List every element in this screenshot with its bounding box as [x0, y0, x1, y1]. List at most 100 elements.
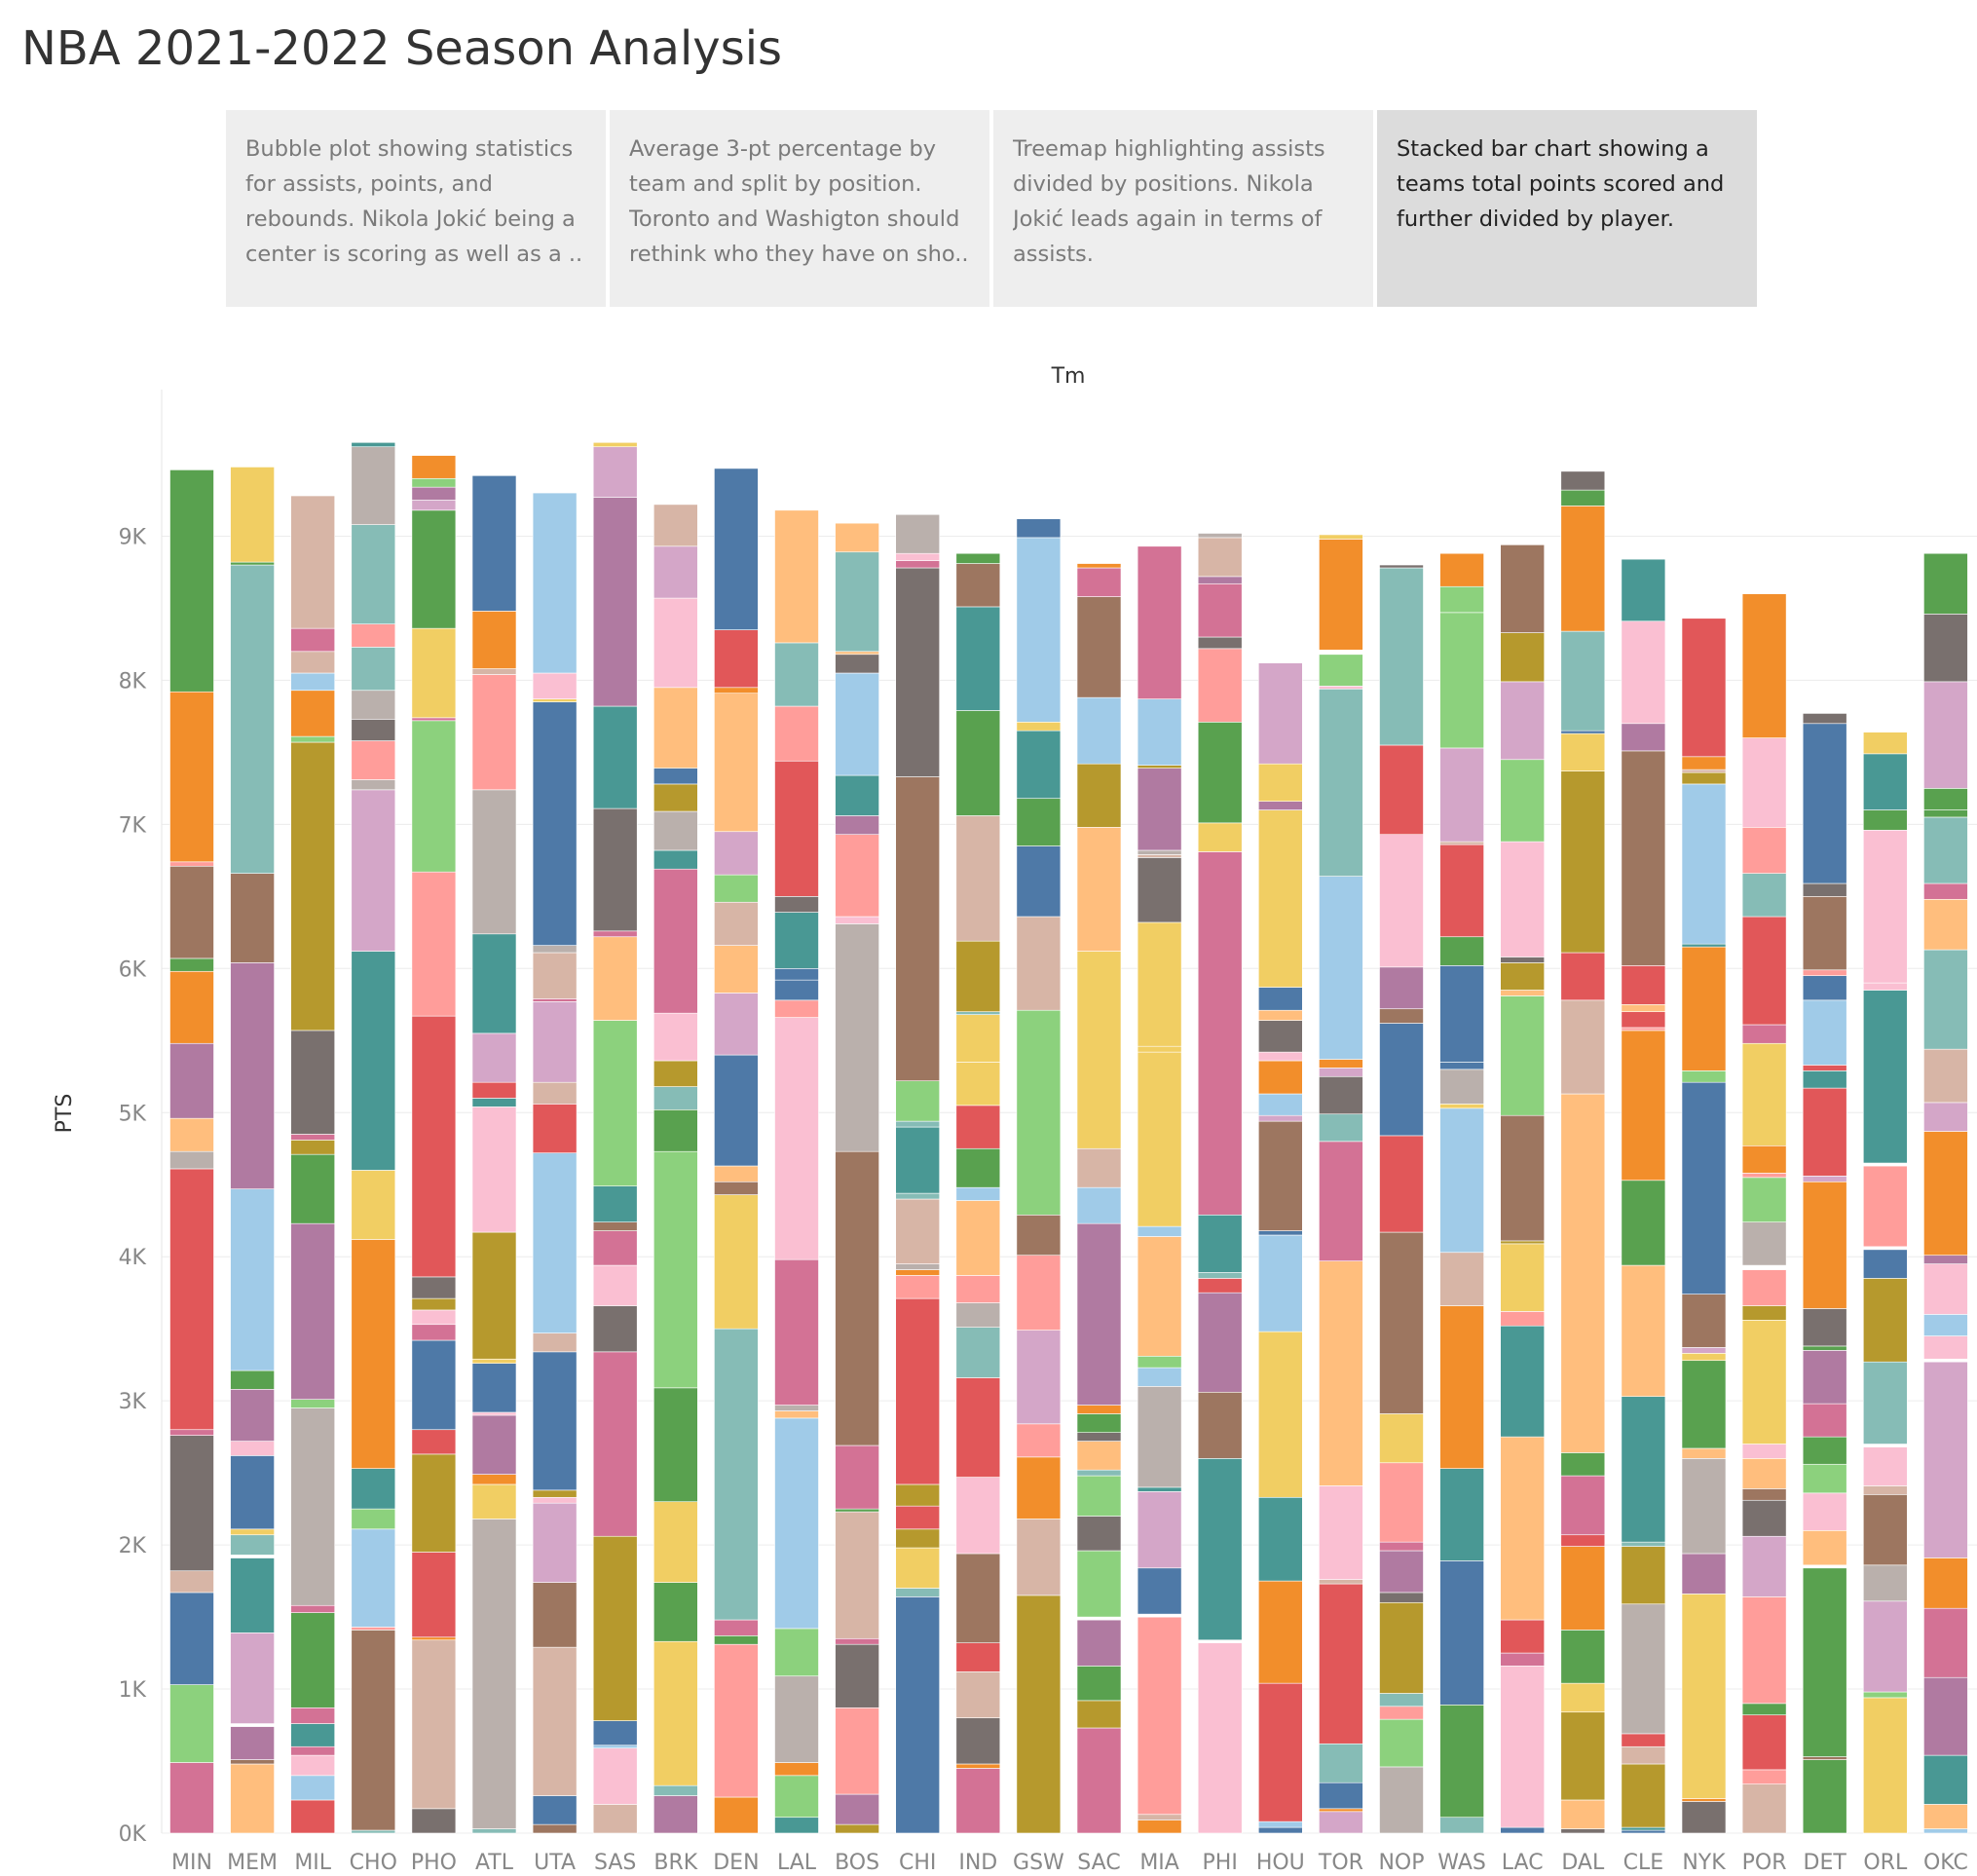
bar-segment[interactable]: [1802, 1070, 1847, 1089]
bar-segment[interactable]: [955, 1553, 1001, 1644]
bar-segment[interactable]: [1741, 593, 1787, 738]
bar-segment[interactable]: [1197, 1272, 1243, 1279]
bar-segment[interactable]: [290, 735, 336, 743]
bar-segment[interactable]: [1863, 1564, 1908, 1602]
bar-segment[interactable]: [1802, 1345, 1847, 1351]
bar-segment[interactable]: [653, 768, 698, 785]
bar-segment[interactable]: [1379, 1462, 1424, 1543]
bar-den[interactable]: [714, 468, 759, 1834]
bar-segment[interactable]: [1439, 1817, 1484, 1834]
bar-segment[interactable]: [714, 1194, 759, 1330]
bar-segment[interactable]: [290, 1134, 336, 1141]
bar-segment[interactable]: [1560, 1799, 1606, 1829]
bar-segment[interactable]: [1379, 1718, 1424, 1768]
bar-segment[interactable]: [1197, 636, 1243, 650]
bar-segment[interactable]: [955, 552, 1001, 564]
bar-segment[interactable]: [169, 1570, 214, 1594]
bar-segment[interactable]: [1137, 1486, 1182, 1492]
bar-segment[interactable]: [411, 717, 457, 722]
bar-was[interactable]: [1439, 552, 1484, 1834]
bar-segment[interactable]: [532, 1001, 578, 1083]
bar-segment[interactable]: [1923, 1754, 1968, 1805]
bar-segment[interactable]: [169, 1684, 214, 1763]
bar-segment[interactable]: [230, 467, 275, 563]
bar-segment[interactable]: [653, 849, 698, 870]
bar-segment[interactable]: [1076, 1727, 1122, 1834]
bar-segment[interactable]: [1137, 1820, 1182, 1834]
bar-segment[interactable]: [1500, 1311, 1545, 1327]
bar-segment[interactable]: [1741, 1596, 1787, 1705]
bar-segment[interactable]: [532, 698, 578, 702]
bar-segment[interactable]: [351, 647, 396, 692]
bar-segment[interactable]: [290, 690, 336, 737]
bar-segment[interactable]: [1016, 730, 1062, 800]
bar-segment[interactable]: [1923, 1804, 1968, 1829]
bar-segment[interactable]: [955, 1014, 1001, 1063]
bar-segment[interactable]: [895, 1198, 941, 1264]
bar-segment[interactable]: [592, 936, 638, 1021]
bar-segment[interactable]: [714, 901, 759, 946]
bar-por[interactable]: [1741, 593, 1787, 1834]
bar-segment[interactable]: [169, 970, 214, 1044]
bar-segment[interactable]: [592, 1020, 638, 1187]
bar-okc[interactable]: [1923, 552, 1968, 1834]
bar-segment[interactable]: [1863, 1249, 1908, 1279]
bar-segment[interactable]: [290, 1745, 336, 1756]
bar-mem[interactable]: [230, 467, 275, 1834]
bar-segment[interactable]: [1741, 1769, 1787, 1784]
bar-segment[interactable]: [1923, 614, 1968, 683]
bar-segment[interactable]: [1741, 1444, 1787, 1459]
bar-segment[interactable]: [1439, 612, 1484, 749]
bar-segment[interactable]: [774, 1775, 819, 1819]
bar-segment[interactable]: [230, 1369, 275, 1390]
bar-segment[interactable]: [411, 500, 457, 511]
bar-segment[interactable]: [1802, 1065, 1847, 1071]
bar-segment[interactable]: [532, 1823, 578, 1834]
bar-segment[interactable]: [1802, 1308, 1847, 1347]
bar-segment[interactable]: [1439, 841, 1484, 845]
bar-segment[interactable]: [1500, 990, 1545, 996]
bar-segment[interactable]: [411, 1297, 457, 1311]
bar-segment[interactable]: [1802, 1176, 1847, 1182]
bar-segment[interactable]: [1379, 1550, 1424, 1594]
bar-segment[interactable]: [1439, 1069, 1484, 1105]
bar-segment[interactable]: [471, 1363, 517, 1413]
bar-segment[interactable]: [1258, 1331, 1303, 1498]
bar-segment[interactable]: [1197, 1639, 1243, 1644]
bar-segment[interactable]: [714, 874, 759, 903]
bar-segment[interactable]: [653, 1387, 698, 1503]
bar-segment[interactable]: [411, 1639, 457, 1810]
bar-segment[interactable]: [1741, 1783, 1787, 1834]
bar-segment[interactable]: [1076, 1616, 1122, 1621]
bar-segment[interactable]: [1621, 1011, 1666, 1029]
bar-segment[interactable]: [1076, 1516, 1122, 1552]
bar-segment[interactable]: [1076, 1432, 1122, 1442]
bar-segment[interactable]: [290, 1407, 336, 1606]
bar-segment[interactable]: [1741, 873, 1787, 918]
bar-segment[interactable]: [1319, 1113, 1363, 1143]
bar-segment[interactable]: [1560, 732, 1606, 771]
bar-segment[interactable]: [835, 774, 879, 816]
bar-segment[interactable]: [895, 1263, 941, 1270]
bar-segment[interactable]: [1802, 1181, 1847, 1309]
bar-segment[interactable]: [774, 1417, 819, 1630]
bar-segment[interactable]: [774, 979, 819, 1001]
bar-segment[interactable]: [230, 1632, 275, 1724]
bar-segment[interactable]: [351, 690, 396, 720]
bar-segment[interactable]: [1258, 1114, 1303, 1122]
bar-segment[interactable]: [1560, 1828, 1606, 1834]
bar-segment[interactable]: [1681, 756, 1727, 770]
bar-segment[interactable]: [290, 672, 336, 692]
bar-segment[interactable]: [1016, 537, 1062, 723]
story-point-bubble-plot[interactable]: Bubble plot showing statistics for assis…: [226, 110, 606, 307]
bar-segment[interactable]: [1439, 1560, 1484, 1706]
bar-segment[interactable]: [835, 1643, 879, 1708]
bar-segment[interactable]: [835, 672, 879, 776]
bar-segment[interactable]: [1137, 698, 1182, 766]
bar-segment[interactable]: [351, 623, 396, 648]
bar-segment[interactable]: [592, 1804, 638, 1834]
bar-segment[interactable]: [835, 916, 879, 924]
bar-segment[interactable]: [835, 815, 879, 836]
bar-segment[interactable]: [471, 1231, 517, 1360]
bar-segment[interactable]: [1923, 1557, 1968, 1609]
